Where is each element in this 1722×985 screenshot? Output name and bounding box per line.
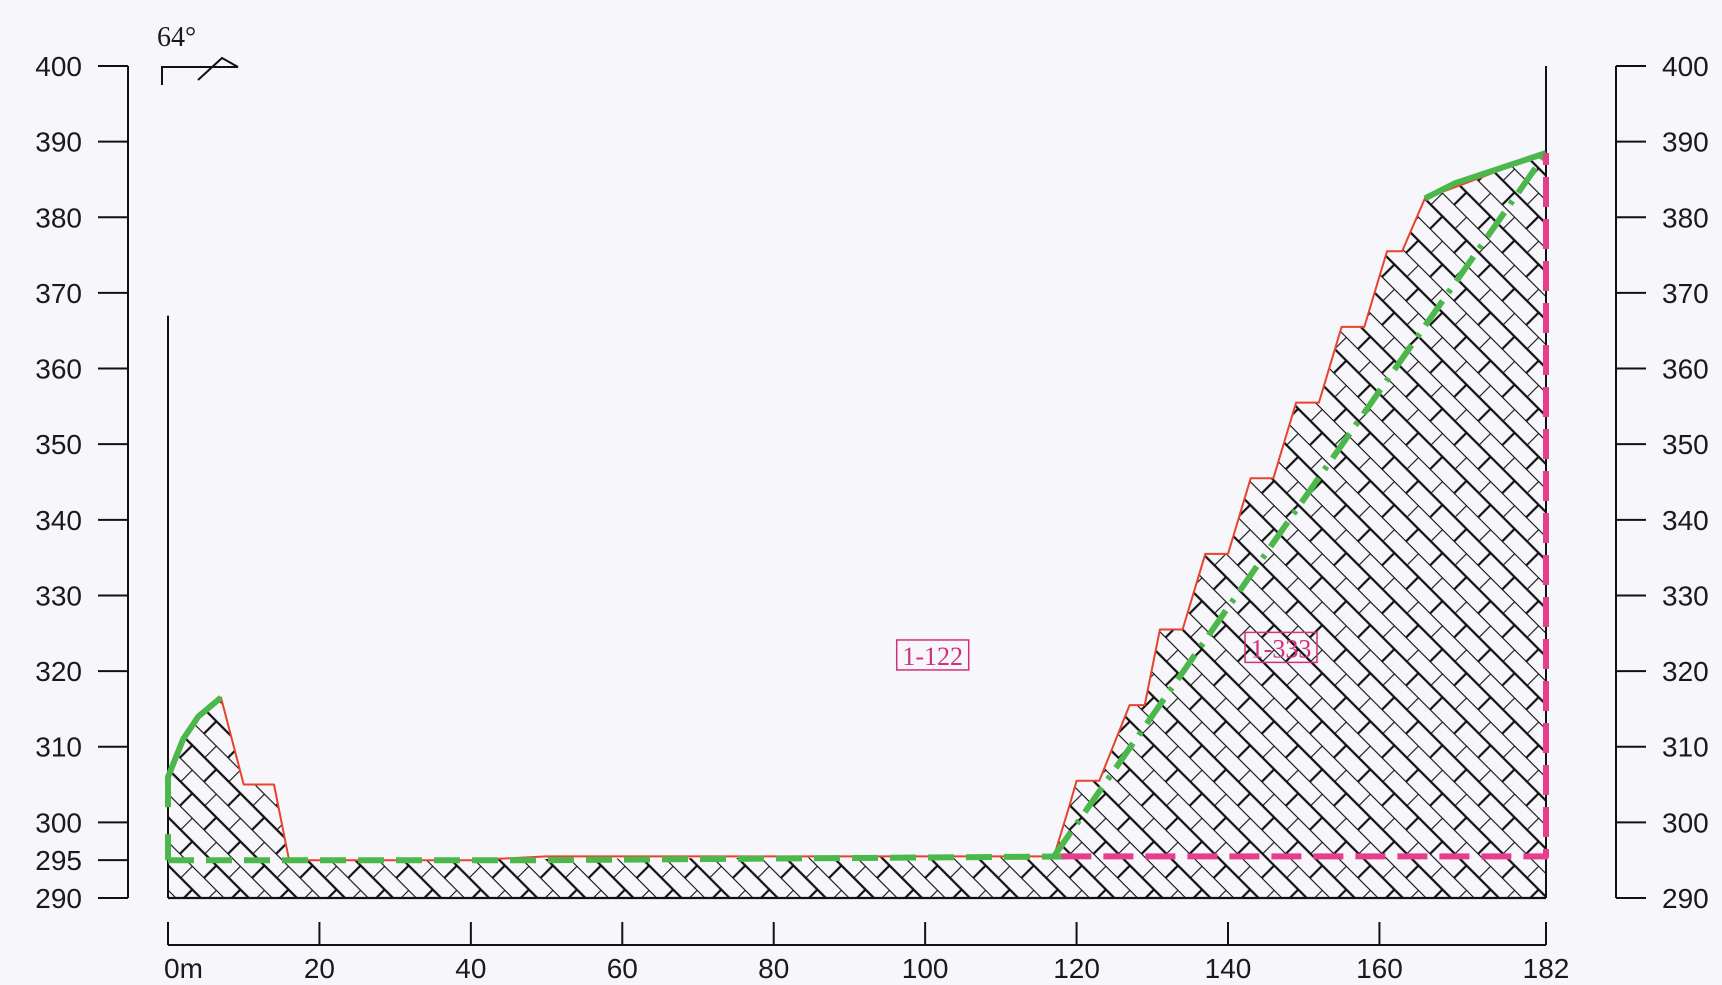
series-line-0 (167, 152, 1547, 862)
hatched-area-0 (168, 153, 1546, 898)
left-tick-label-290: 290 (35, 883, 82, 914)
parcel-label-box-0 (895, 639, 970, 671)
parcel-label-box-1 (1244, 631, 1318, 664)
right-tick-label-330: 330 (1662, 580, 1709, 611)
series-line-5 (1423, 150, 1547, 202)
bottom-tick-label-40: 40 (455, 953, 486, 984)
left-tick-label-360: 360 (35, 354, 82, 385)
series-line-3 (165, 695, 223, 808)
right-tick-label-320: 320 (1662, 656, 1709, 687)
series-line-1 (168, 853, 1077, 864)
bottom-tick-label-80: 80 (758, 953, 789, 984)
angle-label: 64° (157, 22, 196, 53)
angle-indicator: 64° (157, 22, 239, 85)
right-tick-label-400: 400 (1662, 51, 1709, 82)
left-tick-label-370: 370 (35, 278, 82, 309)
annotation-layer: 1-122 1-333 (895, 631, 1318, 671)
left-tick-label-400: 400 (35, 51, 82, 82)
bottom-tick-label-140: 140 (1205, 953, 1252, 984)
right-tick-label-340: 340 (1662, 505, 1709, 536)
left-y-axis: 290 295 300 310 320 330 340 350 360 370 380 390 400 (35, 51, 129, 914)
right-tick-label-380: 380 (1662, 202, 1709, 233)
right-tick-label-360: 360 (1662, 354, 1709, 385)
series-layer (165, 150, 1549, 864)
right-tick-label-300: 300 (1662, 807, 1709, 838)
bottom-tick-label-100: 100 (902, 953, 949, 984)
left-tick-label-350: 350 (35, 429, 82, 460)
left-tick-label-320: 320 (35, 656, 82, 687)
left-tick-label-390: 390 (35, 127, 82, 158)
bottom-x-axis: 0m 20 40 60 80 100 120 140 160 182 (164, 922, 1569, 984)
hatched-terrain-layer (168, 153, 1546, 898)
angle-arrow-icon (161, 56, 239, 85)
right-tick-label-350: 350 (1662, 429, 1709, 460)
series-line-4 (1051, 151, 1549, 859)
parcel-label-1: 1-333 (1251, 634, 1312, 663)
bottom-tick-label-0: 0m (164, 953, 203, 984)
right-tick-label-370: 370 (1662, 278, 1709, 309)
left-tick-label-340: 340 (35, 505, 82, 536)
right-tick-label-290: 290 (1662, 883, 1709, 914)
right-y-axis: 290 300 310 320 330 340 350 360 370 380 390 400 (1615, 51, 1709, 914)
left-tick-label-295: 295 (35, 845, 82, 876)
bottom-tick-label-182: 182 (1523, 953, 1570, 984)
left-tick-label-330: 330 (35, 580, 82, 611)
left-tick-label-380: 380 (35, 202, 82, 233)
right-tick-label-310: 310 (1662, 732, 1709, 763)
left-tick-label-300: 300 (35, 807, 82, 838)
parcel-label-0: 1-122 (902, 642, 963, 671)
bottom-tick-label-160: 160 (1356, 953, 1403, 984)
bottom-tick-label-60: 60 (607, 953, 638, 984)
left-tick-label-310: 310 (35, 732, 82, 763)
series-line-6 (1061, 153, 1549, 860)
bottom-tick-label-120: 120 (1053, 953, 1100, 984)
bottom-tick-label-20: 20 (304, 953, 335, 984)
right-tick-label-390: 390 (1662, 127, 1709, 158)
